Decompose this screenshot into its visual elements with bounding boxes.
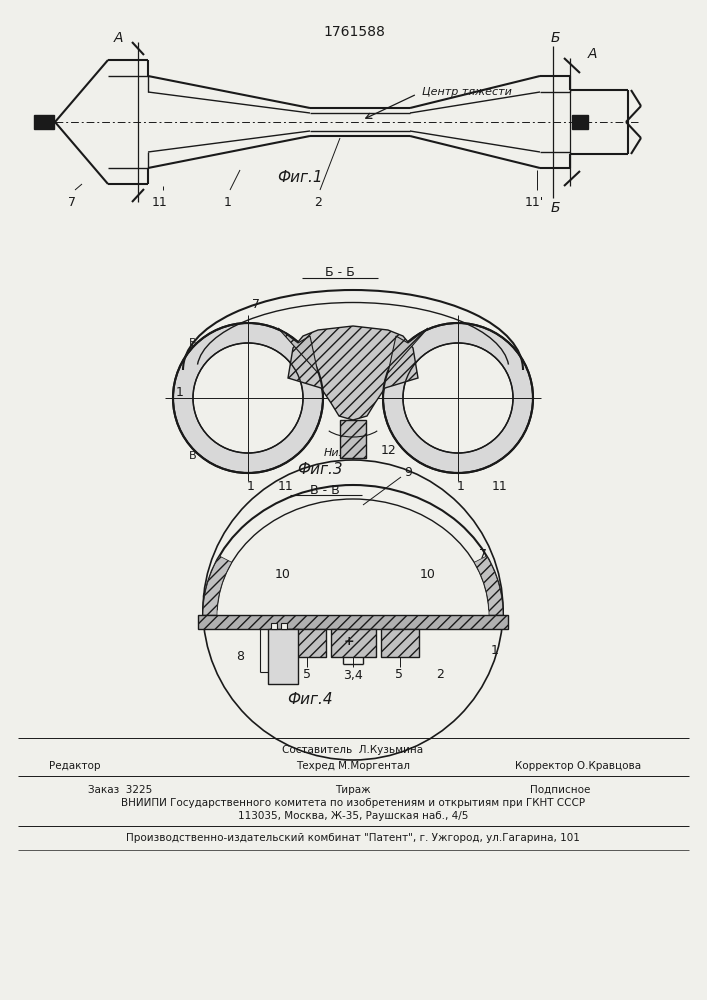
Text: А: А — [113, 31, 123, 45]
Bar — [271, 623, 277, 629]
Text: 2: 2 — [314, 196, 322, 209]
Bar — [281, 623, 287, 629]
Text: Подписное: Подписное — [530, 785, 590, 795]
Text: Б - Б: Б - Б — [325, 266, 355, 279]
Text: 12: 12 — [381, 444, 397, 456]
Text: Редактор: Редактор — [49, 761, 101, 771]
Polygon shape — [383, 323, 533, 473]
Text: В - В: В - В — [310, 484, 340, 496]
Text: −: − — [284, 632, 295, 646]
Text: 1: 1 — [176, 386, 184, 399]
Text: Фиг.3: Фиг.3 — [297, 462, 343, 478]
Text: В: В — [189, 338, 197, 348]
Text: 1: 1 — [491, 644, 499, 656]
Text: 5: 5 — [303, 668, 310, 682]
Text: 11: 11 — [278, 481, 294, 493]
Bar — [380, 629, 419, 657]
Text: Б: Б — [550, 201, 560, 215]
Text: +: + — [271, 632, 282, 645]
Bar — [288, 629, 325, 657]
Text: 113035, Москва, Ж-35, Раушская наб., 4/5: 113035, Москва, Ж-35, Раушская наб., 4/5 — [238, 811, 468, 821]
Text: +: + — [344, 635, 354, 648]
Text: Техред М.Моргентал: Техред М.Моргентал — [296, 761, 410, 771]
Text: В: В — [189, 451, 197, 461]
Bar — [330, 629, 375, 657]
Text: 11: 11 — [492, 481, 508, 493]
Polygon shape — [278, 328, 318, 373]
Text: Б: Б — [550, 31, 560, 45]
Text: 9: 9 — [404, 466, 412, 480]
Text: Составитель  Л.Кузьмина: Составитель Л.Кузьмина — [282, 745, 423, 755]
Polygon shape — [173, 323, 323, 473]
Bar — [198, 615, 508, 629]
Text: Фиг.1: Фиг.1 — [277, 170, 323, 186]
Bar — [34, 115, 54, 129]
Polygon shape — [203, 556, 232, 615]
Text: 7: 7 — [252, 298, 260, 312]
Bar — [340, 420, 366, 458]
Text: Заказ  3225: Заказ 3225 — [88, 785, 152, 795]
Text: 7: 7 — [68, 196, 76, 209]
Text: Производственно-издательский комбинат "Патент", г. Ужгород, ул.Гагарина, 101: Производственно-издательский комбинат "П… — [126, 833, 580, 843]
Text: 10: 10 — [275, 568, 291, 582]
Bar — [268, 629, 298, 684]
Text: 1761588: 1761588 — [323, 25, 385, 39]
Polygon shape — [474, 556, 503, 615]
Text: 1: 1 — [224, 196, 232, 209]
Text: Корректор О.Кравцова: Корректор О.Кравцова — [515, 761, 641, 771]
Text: 8: 8 — [236, 650, 244, 663]
Text: Центр тяжести: Центр тяжести — [422, 87, 512, 97]
Text: 5: 5 — [395, 668, 404, 682]
Text: 6: 6 — [201, 592, 209, 602]
Text: 1: 1 — [457, 481, 465, 493]
Text: 2: 2 — [436, 668, 445, 682]
Text: Тираж: Тираж — [335, 785, 370, 795]
Text: 11': 11' — [525, 196, 544, 209]
Text: Низ: Низ — [324, 448, 345, 458]
Text: ВНИИПИ Государственного комитета по изобретениям и открытиям при ГКНТ СССР: ВНИИПИ Государственного комитета по изоб… — [121, 798, 585, 808]
Text: 11: 11 — [152, 196, 168, 209]
Polygon shape — [288, 326, 418, 420]
Text: Фиг.4: Фиг.4 — [287, 692, 333, 708]
Text: 1: 1 — [247, 481, 255, 493]
Text: 10: 10 — [420, 568, 436, 582]
Bar — [572, 115, 588, 129]
Polygon shape — [388, 328, 428, 373]
Text: 3,4: 3,4 — [343, 668, 363, 682]
Text: 7: 7 — [479, 548, 487, 562]
Text: А: А — [588, 47, 597, 61]
